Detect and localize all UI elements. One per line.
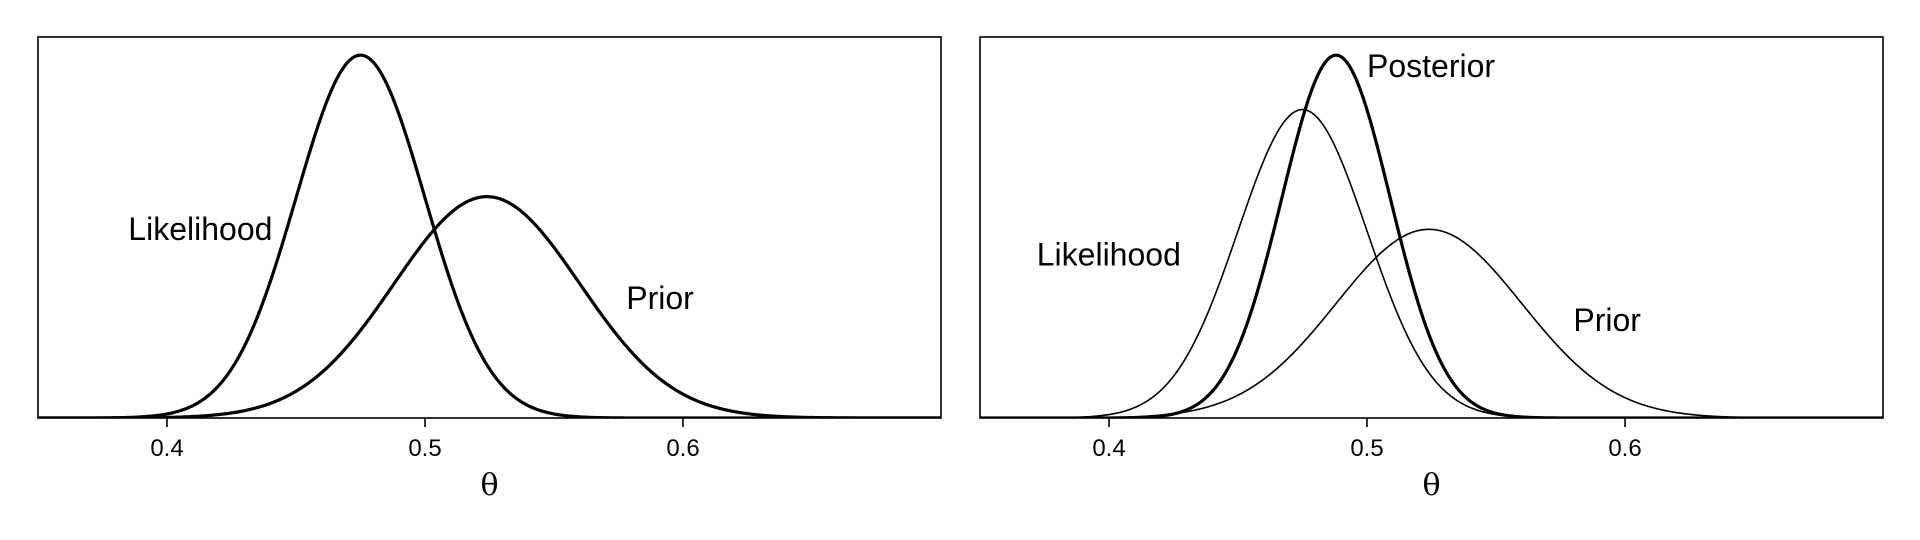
left-x-tick-label: 0.6 xyxy=(666,435,699,462)
right-likelihood-label: Likelihood xyxy=(1037,237,1181,273)
left-prior-curve xyxy=(38,195,941,418)
right-posterior-curve xyxy=(980,53,1883,418)
left-plot-frame xyxy=(37,36,942,419)
right-x-axis-label: θ xyxy=(1422,468,1440,503)
left-prior-label: Prior xyxy=(626,280,694,316)
left-x-tick-label: 0.5 xyxy=(408,435,441,462)
right-likelihood-curve xyxy=(980,108,1883,418)
left-x-axis-label: θ xyxy=(480,468,498,503)
left-likelihood-label: Likelihood xyxy=(128,211,272,247)
right-panel: 0.4 0.5 0.6 θ Likelihood Prior Posterior xyxy=(979,36,1884,503)
right-plot-frame xyxy=(979,36,1884,419)
right-prior-label: Prior xyxy=(1573,302,1641,338)
right-x-tick-label: 0.6 xyxy=(1608,435,1641,462)
right-posterior-label: Posterior xyxy=(1367,48,1495,84)
left-x-tick-label: 0.4 xyxy=(150,435,183,462)
left-likelihood-curve xyxy=(38,53,941,418)
right-x-tick-label: 0.5 xyxy=(1350,435,1383,462)
left-panel: 0.4 0.5 0.6 θ Likelihood Prior xyxy=(37,36,942,503)
right-x-tick-label: 0.4 xyxy=(1092,435,1125,462)
